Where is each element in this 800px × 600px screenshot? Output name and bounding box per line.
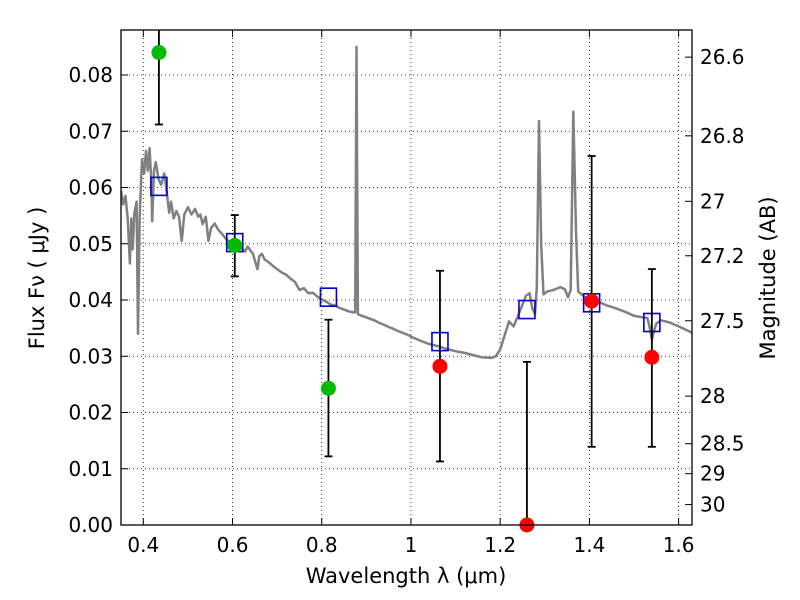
mag-tick-label: 30: [700, 493, 725, 517]
x-axis: 0.4 0.6 0.8 1 1.2 1.4 1.6: [127, 30, 695, 557]
y-axis-left: 0.00 0.01 0.02 0.03 0.04 0.05 0.06 0.07 0.08: [68, 63, 128, 537]
mag-tick-label: 27.5: [700, 309, 745, 333]
y-tick-label: 0.00: [68, 513, 113, 537]
y-tick-label: 0.06: [68, 176, 113, 200]
observed-point-optical: [227, 237, 243, 253]
mag-tick-label: 27.2: [700, 244, 745, 268]
x-tick-label: 1.4: [573, 533, 605, 557]
observed-point-optical: [151, 45, 167, 60]
x-tick-label: 0.6: [217, 533, 249, 557]
observed-point-nir: [584, 293, 600, 309]
x-tick-label: 0.4: [127, 533, 159, 557]
x-tick-label: 1.2: [484, 533, 516, 557]
x-tick-label: 1.6: [663, 533, 695, 557]
mag-tick-label: 26.6: [700, 45, 745, 69]
observed-points: [151, 45, 660, 533]
y-axis-right: 26.6 26.8 27 27.2 27.5 28 28.5 29 30: [685, 45, 745, 517]
model-spectrum-line: [121, 45, 692, 360]
y-tick-label: 0.07: [68, 119, 113, 143]
y-tick-label: 0.04: [68, 288, 113, 312]
mag-tick-label: 28.5: [700, 432, 745, 456]
model-band-marker: [319, 287, 338, 307]
observed-point-nir: [644, 349, 660, 365]
y-tick-label: 0.02: [68, 401, 113, 425]
y-axis-title: Flux Fν ( μJy ): [25, 207, 49, 350]
mag-tick-label: 29: [700, 462, 725, 486]
observed-point-optical: [320, 380, 336, 396]
x-tick-label: 1: [405, 533, 418, 557]
grid: [121, 30, 692, 526]
mag-tick-label: 26.8: [700, 124, 745, 148]
y-tick-label: 0.01: [68, 457, 113, 481]
x-tick-label: 0.8: [306, 533, 338, 557]
plot-frame: [120, 29, 693, 526]
model-band-marker: [150, 176, 168, 197]
mag-tick-label: 27: [700, 189, 725, 213]
mag-tick-label: 28: [700, 384, 725, 408]
y-tick-label: 0.08: [68, 63, 113, 87]
observed-point-nir: [432, 358, 448, 374]
x-axis-title: Wavelength λ (μm): [306, 564, 507, 588]
model-band-marker: [518, 299, 536, 320]
y-tick-label: 0.05: [68, 232, 113, 256]
y-axis-right-title: Magnitude (AB): [756, 196, 780, 359]
y-tick-label: 0.03: [68, 344, 113, 368]
